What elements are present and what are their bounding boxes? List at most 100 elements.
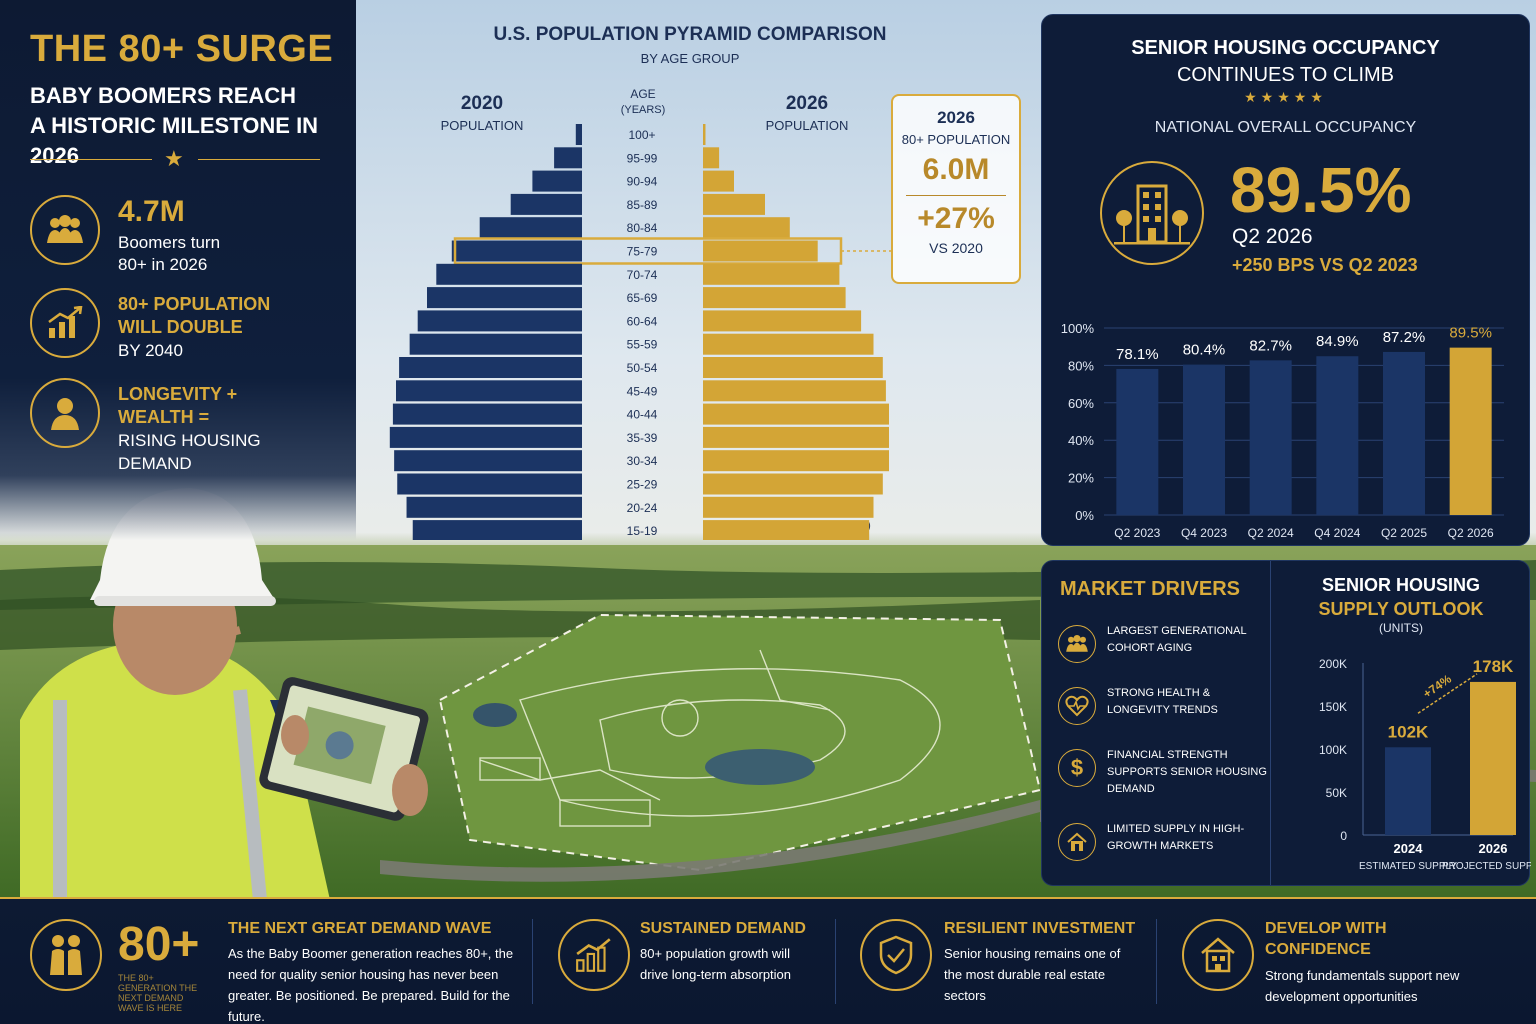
bottom-text: Strong fundamentals support new developm… — [1265, 968, 1460, 1004]
occupancy-tick-label: 60% — [1068, 396, 1094, 411]
age-group-label: 25-29 — [627, 478, 658, 492]
pyramid-bar-2020 — [436, 263, 582, 285]
age-group-label: 90-94 — [627, 175, 658, 189]
pyramid-bar-2020 — [396, 380, 582, 402]
age-group-label: 75-79 — [627, 245, 658, 259]
age-group-label: 60-64 — [627, 314, 658, 328]
pyramid-bar-2020 — [479, 217, 582, 239]
driver-item: $ FINANCIAL STRENGTH SUPPORTS SENIOR HOU… — [1058, 747, 1268, 797]
building-icon — [1182, 919, 1254, 991]
people-group-icon — [30, 195, 100, 265]
stat-longevity-wealth: LONGEVITY + WEALTH = RISING HOUSING DEMA… — [30, 378, 330, 478]
stat-text: LONGEVITY + — [118, 384, 238, 404]
occupancy-bar — [1183, 364, 1225, 515]
supply-tick-label: 200K — [1319, 657, 1347, 671]
occupancy-tick-label: 20% — [1068, 471, 1094, 486]
pyramid-bar-2026 — [703, 426, 889, 448]
driver-item: LIMITED SUPPLY IN HIGH-GROWTH MARKETS — [1058, 821, 1268, 871]
occupancy-category-label: Q4 2023 — [1181, 526, 1227, 540]
occupancy-panel: SENIOR HOUSING OCCUPANCY CONTINUES TO CL… — [1041, 14, 1530, 546]
supply-title-line2: SUPPLY OUTLOOK — [1318, 599, 1484, 619]
bottom-heading-line2: CONFIDENCE — [1265, 941, 1371, 958]
supply-category-sublabel: PROJECTED SUPPLY — [1442, 861, 1531, 872]
pyramid-bar-2020 — [392, 403, 582, 425]
supply-bar-chart: 0 50K 100K 150K 200K 102K 2024 ESTIMATED SUPPLY… — [1319, 657, 1531, 872]
supply-title-line1: SENIOR HOUSING — [1321, 575, 1481, 595]
occupancy-quarter: Q2 2026 — [1232, 225, 1313, 248]
stat-text: RISING HOUSING — [118, 431, 261, 450]
stat-text: BY 2040 — [118, 341, 183, 360]
pyramid-left-label: POPULATION — [441, 118, 524, 133]
pyramid-bar-2026 — [703, 217, 790, 239]
pyramid-bar-2020 — [575, 124, 582, 145]
driver-text: FINANCIAL STRENGTH SUPPORTS SENIOR HOUSI… — [1107, 749, 1267, 795]
shield-check-icon — [860, 919, 932, 991]
bottom-divider — [1156, 919, 1157, 1004]
pyramid-bar-2026 — [703, 310, 862, 332]
stat-text: WILL DOUBLE — [118, 317, 243, 337]
bottom-heading: THE NEXT GREAT DEMAND WAVE — [228, 920, 492, 937]
stat-big-value: 4.7M — [118, 195, 185, 228]
supply-bar — [1385, 747, 1431, 835]
market-drivers-title: MARKET DRIVERS — [1060, 578, 1241, 600]
pyramid-left-year: 2020 — [461, 93, 503, 114]
supply-tick-label: 100K — [1319, 743, 1347, 757]
pyramid-bar-2026 — [703, 473, 883, 495]
occupancy-title: SENIOR HOUSING OCCUPANCY CONTINUES TO CL… — [1042, 35, 1529, 89]
market-drivers-panel: MARKET DRIVERS LARGEST GENERATIONAL COHO… — [1041, 560, 1531, 886]
occupancy-category-label: Q2 2023 — [1114, 526, 1160, 540]
callout-change: +27% — [917, 202, 995, 235]
age-group-label: 95-99 — [627, 151, 658, 165]
occupancy-bar-chart: 0% 20% 40% 60% 80% 100% 78.1% Q2 2023 80.4% Q4 20… — [1061, 321, 1504, 540]
stat-text: Boomers turn — [118, 233, 221, 252]
occupancy-bar — [1249, 360, 1292, 515]
pyramid-bar-2020 — [427, 287, 582, 309]
bottom-divider — [532, 919, 533, 1004]
callout-vs: VS 2020 — [929, 240, 983, 256]
occupancy-tick-label: 80% — [1068, 358, 1094, 373]
bottom-text: Senior housing remains one of the most d… — [944, 946, 1121, 1003]
hero-subtitle: BABY BOOMERS REACH A HISTORIC MILESTONE … — [30, 81, 350, 171]
occupancy-change: +250 BPS VS Q2 2023 — [1232, 255, 1418, 275]
occupancy-bar — [1116, 368, 1159, 515]
stat-boomers-80: 4.7M Boomers turn 80+ in 2026 — [30, 195, 330, 275]
age-group-label: 55-59 — [627, 338, 658, 352]
occupancy-data-label: 84.9% — [1316, 333, 1359, 350]
occupancy-big-value: 89.5% — [1230, 154, 1412, 226]
pyramid-bar-2020 — [399, 357, 582, 378]
pyramid-bar-2020 — [532, 170, 582, 192]
supply-title: SENIOR HOUSING SUPPLY OUTLOOK — [1271, 573, 1531, 621]
driver-item: STRONG HEALTH & LONGEVITY TRENDS — [1058, 685, 1268, 735]
occupancy-bar — [1383, 351, 1425, 515]
occupancy-tick-label: 100% — [1061, 321, 1095, 336]
age-group-label: 40-44 — [627, 408, 658, 422]
growth-chart-icon — [558, 919, 630, 991]
hero-panel: THE 80+ SURGE BABY BOOMERS REACH A HISTO… — [0, 0, 356, 540]
pyramid-right-label: POPULATION — [766, 118, 849, 133]
building-icon — [1100, 161, 1204, 265]
bottom-big-value: 80+ — [118, 918, 200, 971]
pyramid-bar-2020 — [554, 147, 582, 169]
age-group-label: 20-24 — [627, 501, 658, 515]
engineer-figure — [20, 488, 429, 901]
bottom-heading: RESILIENT INVESTMENT — [944, 920, 1136, 937]
callout-80-plus-2026: 2026 80+ POPULATION 6.0M +27% VS 2020 — [891, 94, 1021, 284]
pyramid-bar-2020 — [409, 333, 582, 355]
pyramid-bar-2026 — [703, 287, 846, 309]
occupancy-data-label: 89.5% — [1449, 325, 1492, 342]
age-group-label: 15-19 — [627, 524, 658, 538]
pyramid-bar-2026 — [703, 403, 889, 425]
occupancy-data-label: 82.7% — [1249, 337, 1292, 354]
occupancy-bar — [1449, 347, 1492, 515]
pyramid-bar-2020 — [510, 193, 582, 215]
divider-line-left — [30, 159, 152, 160]
occupancy-category-label: Q2 2024 — [1248, 526, 1294, 540]
supply-tick-label: 50K — [1326, 786, 1347, 800]
pyramid-bar-2026 — [703, 263, 840, 285]
population-pyramid-chart: 2020 POPULATION 2026 POPULATION AGE (YEA… — [389, 87, 891, 540]
age-group-label: 80-84 — [627, 221, 658, 235]
occupancy-category-label: Q2 2026 — [1448, 526, 1494, 540]
age-header-units: (YEARS) — [621, 104, 666, 116]
pyramid-bar-2026 — [703, 240, 818, 262]
hero-title: THE 80+ SURGE — [30, 28, 334, 70]
